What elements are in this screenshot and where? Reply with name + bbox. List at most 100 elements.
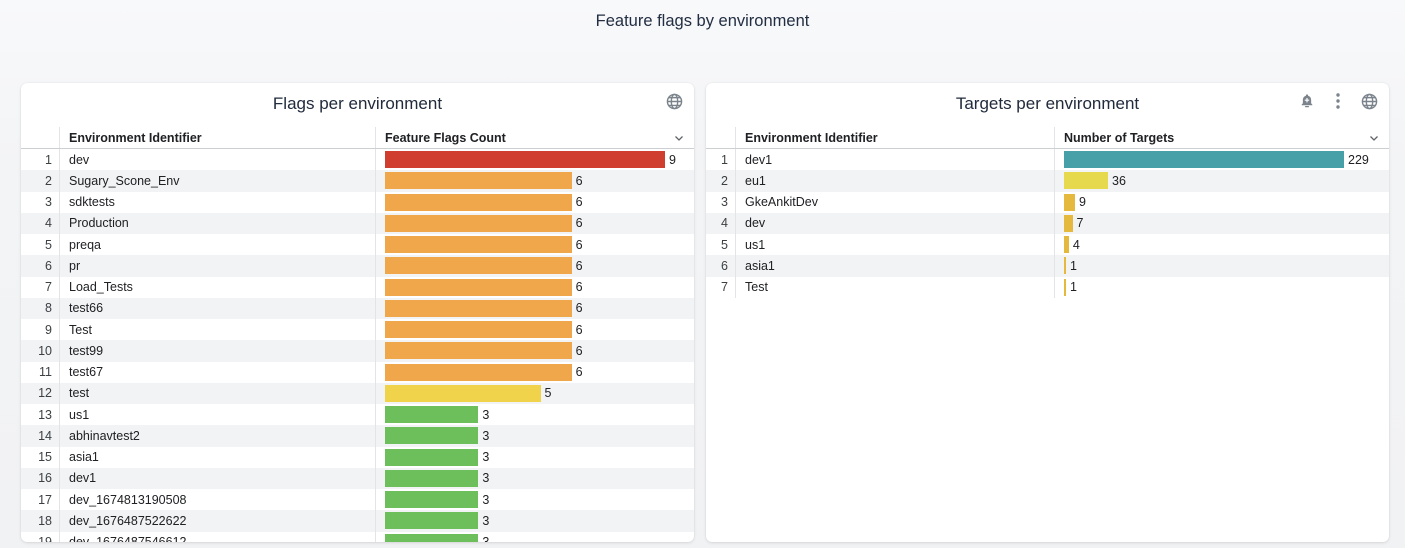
environment-name: asia1	[60, 446, 376, 468]
panel-targets-per-environment: Targets per environment	[706, 83, 1389, 542]
table-row[interactable]: 7 Load_Tests 6	[21, 276, 694, 298]
environment-name: sdktests	[60, 191, 376, 213]
value-bar-cell: 6	[376, 277, 694, 298]
row-index: 4	[21, 212, 60, 234]
value-label: 6	[575, 301, 583, 316]
row-number-header	[706, 127, 736, 148]
table-row[interactable]: 13 us1 3	[21, 404, 694, 426]
table-row[interactable]: 16 dev1 3	[21, 467, 694, 489]
globe-icon[interactable]	[1360, 92, 1378, 110]
row-index: 16	[21, 467, 60, 489]
row-index: 1	[706, 149, 736, 171]
value-label: 9	[1079, 195, 1086, 210]
value-label: 6	[575, 173, 583, 188]
value-label: 3	[482, 471, 490, 486]
table-row[interactable]: 18 dev_1676487522622 3	[21, 510, 694, 532]
column-header-metric[interactable]: Feature Flags Count	[385, 130, 506, 145]
panel-title: Targets per environment	[955, 94, 1140, 113]
column-header-environment[interactable]: Environment Identifier	[60, 127, 376, 148]
value-label: 6	[575, 365, 583, 380]
value-bar-cell: 9	[1055, 192, 1389, 213]
table-row[interactable]: 15 asia1 3	[21, 446, 694, 468]
value-bar-cell: 36	[1055, 170, 1389, 191]
table-row[interactable]: 6 asia1 1	[706, 255, 1389, 277]
environment-name: Load_Tests	[60, 276, 376, 298]
row-index: 6	[21, 255, 60, 277]
table-row[interactable]: 17 dev_1674813190508 3	[21, 489, 694, 511]
row-index: 14	[21, 425, 60, 447]
table-row[interactable]: 8 test66 6	[21, 297, 694, 319]
row-index: 5	[21, 234, 60, 256]
table-row[interactable]: 7 Test 1	[706, 276, 1389, 298]
environment-name: dev	[60, 149, 376, 171]
environment-name: us1	[736, 234, 1055, 256]
row-index: 3	[21, 191, 60, 213]
value-bar	[385, 278, 572, 296]
environment-name: dev_1676487522622	[60, 510, 376, 532]
table-row[interactable]: 1 dev1 229	[706, 149, 1389, 171]
environment-name: test67	[60, 361, 376, 383]
value-label: 3	[482, 407, 490, 422]
globe-icon[interactable]	[665, 92, 683, 110]
value-label: 6	[575, 280, 583, 295]
page-title: Feature flags by environment	[595, 12, 810, 30]
value-label: 3	[482, 492, 490, 507]
value-bar	[385, 214, 572, 232]
table-row[interactable]: 3 sdktests 6	[21, 191, 694, 213]
table-row[interactable]: 4 Production 6	[21, 212, 694, 234]
row-index: 15	[21, 446, 60, 468]
value-label: 6	[575, 195, 583, 210]
value-bar	[385, 512, 479, 530]
value-bar	[385, 172, 572, 190]
row-number-header	[21, 127, 60, 148]
table-row[interactable]: 5 preqa 6	[21, 234, 694, 256]
table-row[interactable]: 11 test67 6	[21, 361, 694, 383]
panel-flags-per-environment: Flags per environment Environment Identi…	[21, 83, 694, 542]
value-bar-cell: 1	[1055, 255, 1389, 276]
table-row[interactable]: 4 dev 7	[706, 212, 1389, 234]
row-index: 13	[21, 404, 60, 426]
table-row[interactable]: 19dev_1676487546612 3	[21, 531, 694, 542]
value-bar	[1064, 172, 1109, 190]
row-index: 6	[706, 255, 736, 277]
value-label: 6	[575, 322, 583, 337]
table-row[interactable]: 12 test 5	[21, 382, 694, 404]
row-index: 7	[706, 276, 736, 298]
row-index: 11	[21, 361, 60, 383]
column-header-environment[interactable]: Environment Identifier	[736, 127, 1055, 148]
table-row[interactable]: 5 us1 4	[706, 234, 1389, 256]
alert-bell-icon[interactable]	[1298, 92, 1316, 110]
row-index: 1	[21, 149, 60, 171]
value-bar-cell: 4	[1055, 234, 1389, 255]
value-label: 4	[1072, 237, 1080, 252]
value-label: 5	[544, 386, 552, 401]
value-bar-cell: 6	[376, 340, 694, 361]
table-row[interactable]: 6 pr 6	[21, 255, 694, 277]
value-bar	[1064, 193, 1075, 211]
value-bar-cell: 229	[1055, 149, 1389, 170]
environment-name: abhinavtest2	[60, 425, 376, 447]
environment-name: eu1	[736, 170, 1055, 192]
value-bar-cell: 3	[376, 468, 694, 489]
value-bar-cell: 6	[376, 192, 694, 213]
value-bar	[385, 342, 572, 360]
table-row[interactable]: 9 Test 6	[21, 319, 694, 341]
environment-name: asia1	[736, 255, 1055, 277]
chevron-down-icon[interactable]	[673, 132, 685, 144]
table-row[interactable]: 3 GkeAnkitDev 9	[706, 191, 1389, 213]
environment-name: dev_1674813190508	[60, 489, 376, 511]
column-header-metric[interactable]: Number of Targets	[1064, 130, 1175, 145]
value-label: 6	[575, 237, 583, 252]
table-row[interactable]: 2 Sugary_Scone_Env 6	[21, 170, 694, 192]
value-bar	[385, 363, 572, 381]
table-row[interactable]: 14 abhinavtest2 3	[21, 425, 694, 447]
table-row[interactable]: 1 dev 9	[21, 149, 694, 171]
kebab-menu-icon[interactable]	[1329, 92, 1347, 110]
table-row[interactable]: 10 test99 6	[21, 340, 694, 362]
value-bar-cell: 6	[376, 170, 694, 191]
value-bar	[1064, 257, 1066, 275]
chevron-down-icon[interactable]	[1368, 132, 1380, 144]
value-bar-cell: 3	[376, 489, 694, 510]
table-row[interactable]: 2 eu1 36	[706, 170, 1389, 192]
environment-name: dev1	[60, 467, 376, 489]
